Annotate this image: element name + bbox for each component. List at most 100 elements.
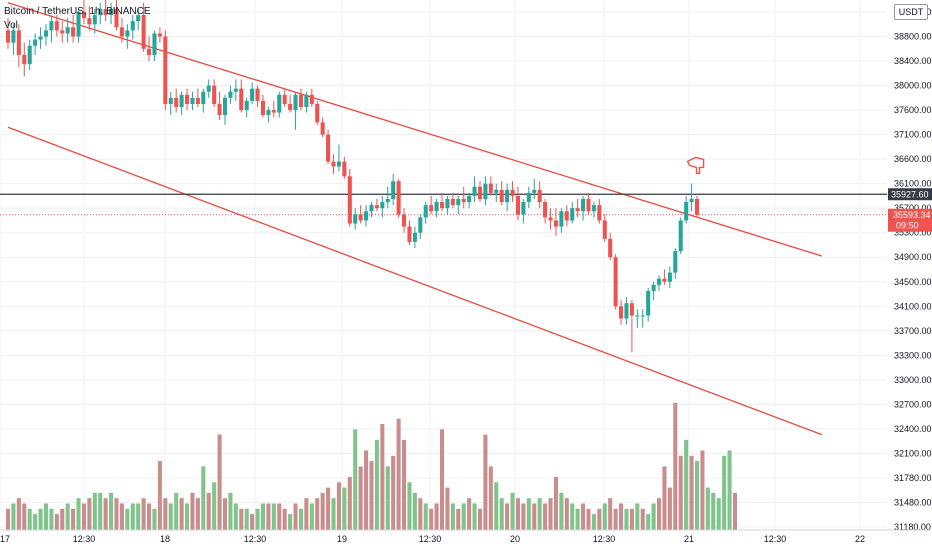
- candle: [364, 205, 369, 227]
- candle-body: [277, 94, 282, 113]
- candle-body: [103, 8, 108, 16]
- price-tick-label: 34100.00: [894, 301, 932, 311]
- volume-bar: [255, 508, 260, 530]
- candle-body: [602, 220, 607, 239]
- volume-bar: [456, 508, 461, 530]
- candle-body: [342, 161, 347, 177]
- candle: [315, 100, 320, 125]
- volume-bar: [553, 477, 558, 530]
- candle-body: [543, 202, 548, 218]
- price-axis[interactable]: 39200.0038800.0038400.0038000.0037600.00…: [887, 0, 932, 550]
- grid: [0, 0, 887, 530]
- candle-body: [499, 189, 504, 203]
- candle: [271, 100, 276, 118]
- price-tick-label: 35700.00: [894, 203, 932, 213]
- candle: [662, 269, 667, 285]
- candle-body: [255, 88, 260, 101]
- candle: [570, 202, 575, 224]
- candle-body: [157, 33, 162, 37]
- volume-bar: [309, 503, 314, 530]
- candle: [347, 168, 352, 227]
- hand-shape: [686, 156, 705, 175]
- candle-body: [369, 205, 374, 212]
- candle-body: [597, 205, 602, 221]
- candle: [543, 198, 548, 224]
- candle-body: [22, 54, 27, 65]
- volume-bar: [575, 508, 580, 530]
- candle: [342, 156, 347, 179]
- volume-bar: [331, 498, 336, 530]
- volume-bar: [168, 503, 173, 530]
- candle-body: [109, 8, 114, 16]
- candle: [16, 24, 21, 68]
- candle-body: [38, 36, 43, 40]
- volume-bar: [347, 477, 352, 530]
- volume-bar: [125, 508, 130, 530]
- time-axis[interactable]: 17 12:30 18 12:30 19 12:30 20 12:30 21 12:30 22: [0, 529, 932, 544]
- candle-body: [195, 97, 200, 104]
- candle: [689, 183, 694, 212]
- trend-lines[interactable]: [7, 2, 823, 436]
- candle-body: [353, 214, 358, 224]
- candle: [331, 154, 336, 174]
- volume-bar: [705, 487, 710, 530]
- candle: [60, 21, 65, 43]
- candle: [250, 82, 255, 104]
- volume-bar: [92, 492, 97, 530]
- level-label-bg: [888, 188, 932, 201]
- volume-bar: [646, 514, 651, 530]
- price-tick-label: 36100.00: [894, 179, 932, 189]
- volume-bar: [11, 503, 16, 530]
- candle: [174, 88, 179, 113]
- candle-body: [667, 272, 672, 282]
- candle: [114, 0, 119, 31]
- volume-bar: [662, 466, 667, 530]
- volume-bar: [239, 508, 244, 530]
- volume-bar: [336, 482, 341, 530]
- volume-bar: [353, 429, 358, 530]
- volume-bar: [656, 498, 662, 530]
- candle-body: [510, 189, 515, 196]
- volume-bar: [472, 503, 477, 530]
- volume-bar: [412, 492, 417, 530]
- candle: [353, 208, 358, 230]
- time-tick-label: 12:30: [593, 534, 616, 544]
- current-price-label: 35593.34: [893, 210, 931, 220]
- price-tick-label: 36600.00: [894, 154, 932, 164]
- candle-body: [81, 12, 86, 19]
- volume-bar: [673, 402, 678, 530]
- volume-bar: [130, 503, 135, 530]
- candle: [407, 220, 412, 245]
- candle-body: [364, 211, 369, 221]
- candle: [505, 183, 510, 212]
- candle: [125, 24, 130, 49]
- candle: [239, 79, 244, 113]
- candle: [179, 91, 184, 115]
- candle-body: [309, 94, 314, 104]
- candle: [646, 287, 651, 322]
- horizontal-level-line[interactable]: [0, 193, 887, 216]
- candle: [510, 181, 515, 203]
- volume-bar: [27, 508, 32, 530]
- candle-body: [222, 97, 228, 115]
- candle: [380, 195, 385, 218]
- candle: [537, 181, 542, 209]
- time-tick-label: 21: [684, 534, 694, 544]
- candle-body: [358, 214, 363, 221]
- candle: [326, 129, 331, 165]
- candle: [586, 192, 591, 215]
- candle-body: [304, 94, 309, 108]
- candle: [624, 297, 629, 325]
- volume-bar: [402, 439, 407, 530]
- volume-bar: [320, 492, 325, 530]
- volume-bar: [380, 424, 385, 530]
- price-tick-label: 31480.00: [894, 497, 932, 507]
- candle-body: [434, 202, 439, 212]
- candle-body: [87, 18, 92, 25]
- volume-bar: [505, 503, 510, 530]
- candle-body: [233, 88, 238, 92]
- candle-body: [271, 110, 276, 113]
- currency-badge[interactable]: USDT: [894, 4, 928, 20]
- volume-bar: [266, 503, 271, 530]
